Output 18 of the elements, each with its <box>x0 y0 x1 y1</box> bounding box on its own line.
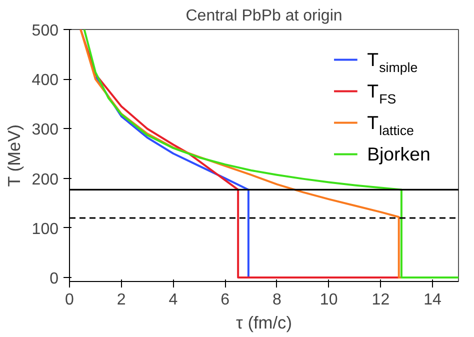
legend-label: Bjorken <box>367 144 430 165</box>
x-tick-label: 12 <box>372 292 390 308</box>
x-tick-label: 8 <box>272 292 282 308</box>
x-tick-label: 2 <box>116 292 126 308</box>
y-tick-label: 400 <box>32 72 59 90</box>
chart-title: Central PbPb at origin <box>186 8 342 24</box>
y-tick-label: 200 <box>32 171 59 188</box>
x-tick-label: 10 <box>320 292 338 308</box>
x-axis-title: τ (fm/c) <box>236 312 292 332</box>
y-tick-label: 300 <box>32 122 59 139</box>
x-tick-label: 6 <box>220 292 230 308</box>
y-tick-label: 100 <box>32 220 59 238</box>
y-axis-title: T (MeV) <box>4 124 24 187</box>
x-tick-label: 0 <box>65 292 74 308</box>
y-tick-label: 500 <box>32 22 59 40</box>
y-tick-label: 0 <box>50 270 59 288</box>
x-tick-label: 14 <box>424 292 442 308</box>
x-tick-label: 4 <box>168 292 178 308</box>
